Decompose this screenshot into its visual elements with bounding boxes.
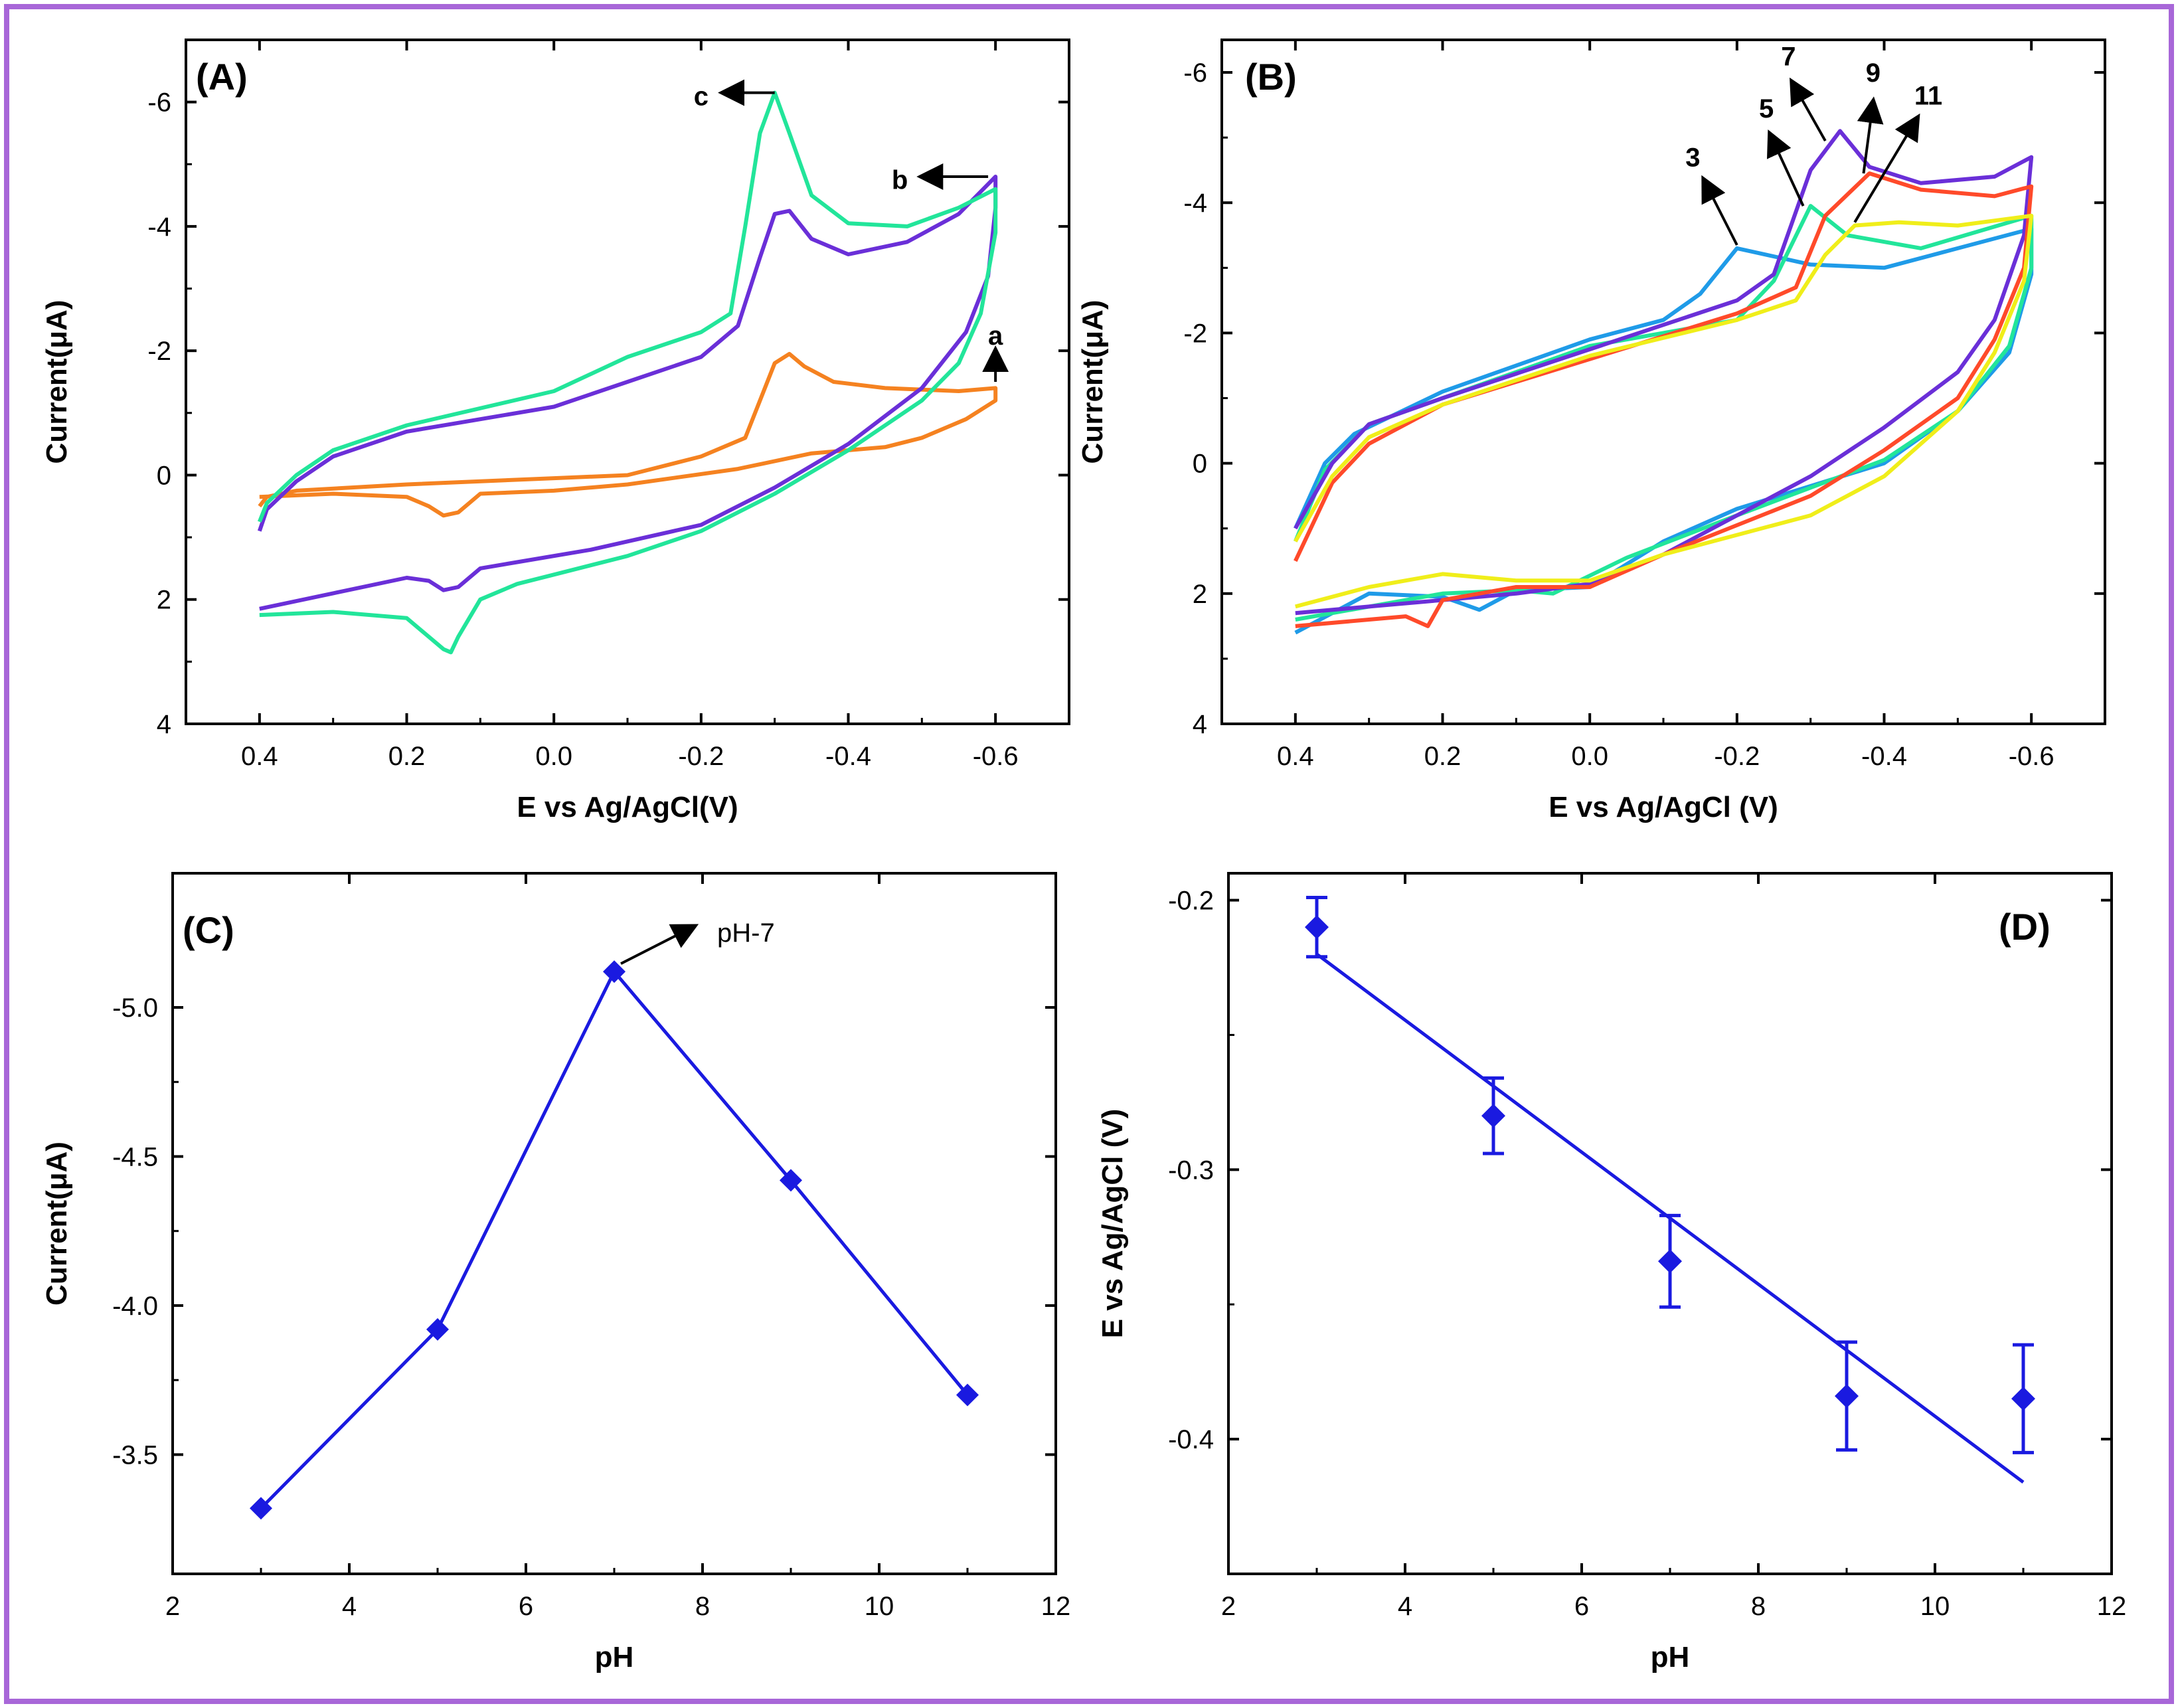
cv-curve-ph-3 [1294,226,2034,635]
y-tick-label: 0 [1193,450,1207,479]
data-point-diamond [603,960,626,983]
data-point-diamond [1835,1384,1859,1409]
x-tick-label: -0.4 [825,742,871,771]
x-tick-label: 8 [1751,1592,1766,1621]
x-tick-label: 0.0 [1571,742,1608,771]
panel-a-chart: 0.4 0.2 0.0 -0.2 -0.4 -0.6 -6 -4 -2 0 2 4 E vs Ag/Ag… [41,39,1070,823]
panel-label: (A) [196,56,248,98]
panel-label: (B) [1245,56,1297,98]
panel-c-chart: 2 4 6 8 10 12 -3.5 -4.0 -4.5 -5.0 pH Current(μA) (C)… [41,872,1071,1673]
x-tick-label: 0.0 [535,742,572,771]
curve-label-b: b [892,166,908,195]
y-tick-label: -0.3 [1168,1155,1214,1185]
x-tick-label: -0.4 [1861,742,1907,771]
x-tick-label: 10 [1920,1592,1950,1621]
y-tick-label: -5.0 [112,993,158,1023]
y-tick-label: -0.2 [1168,887,1214,916]
data-point-diamond [956,1383,979,1407]
y-tick-label: 4 [157,710,171,739]
x-axis-label: E vs Ag/AgCl (V) [1549,791,1778,823]
curve-label-ph-11: 11 [1914,81,1942,110]
curve-label-ph-3: 3 [1685,143,1700,173]
x-tick-label: -0.6 [973,742,1019,771]
cv-curve-b [257,175,998,611]
panel-label: (C) [183,909,234,951]
panel-d-chart: 2 4 6 8 10 12 -0.2 -0.3 -0.4 pH E vs Ag/AgCl (V) (D… [1096,872,2127,1673]
y-tick-label: -6 [147,88,171,118]
annotation-arrow [1766,129,1805,207]
y-tick-label: -4 [1183,189,1207,218]
x-tick-label: -0.6 [2009,742,2054,771]
y-axis-label: Current(μA) [1076,300,1109,464]
data-point-diamond [250,1497,272,1520]
y-tick-label: -4.0 [112,1292,158,1321]
curve-label-ph-9: 9 [1866,58,1881,88]
annotation-arrow [1790,77,1827,142]
annotation-arrow [620,924,699,965]
x-tick-label: 12 [1041,1592,1071,1621]
x-axis-label: pH [595,1641,634,1673]
annotation-arrow [1857,96,1884,174]
y-axis-label: Current(μA) [41,300,73,464]
y-tick-label: -2 [1183,319,1207,348]
data-point-diamond [1481,1104,1505,1128]
panel-b-chart: 0.4 0.2 0.0 -0.2 -0.4 -0.6 -6 -4 -2 0 2 4 E vs Ag/Ag… [1076,39,2106,823]
data-point-diamond [2011,1387,2035,1411]
x-tick-label: 6 [1574,1592,1589,1621]
x-tick-label: -0.2 [1714,742,1760,771]
y-tick-label: 2 [157,586,171,615]
y-tick-label: -6 [1183,58,1207,88]
outer-border [4,4,2174,1704]
data-point-diamond [1658,1249,1682,1274]
data-point-diamond [780,1169,802,1192]
x-tick-label: 0.4 [241,742,278,771]
x-tick-label: 2 [165,1592,180,1621]
x-tick-label: 8 [695,1592,710,1621]
y-tick-label: -2 [147,337,171,366]
cv-curve-ph-11 [1294,213,2034,609]
y-tick-label: -0.4 [1168,1425,1214,1454]
x-tick-label: 10 [865,1592,894,1621]
x-tick-label: 2 [1221,1592,1236,1621]
y-tick-label: 0 [157,461,171,490]
cv-curve-a [258,351,998,518]
curve-label-ph-5: 5 [1759,94,1774,124]
x-tick-label: 4 [1398,1592,1412,1621]
x-axis-label: pH [1651,1641,1690,1673]
y-axis-label: E vs Ag/AgCl (V) [1096,1109,1129,1339]
y-tick-label: -3.5 [112,1440,158,1470]
series-line [260,968,969,1509]
x-tick-label: 0.2 [1424,742,1462,771]
y-axis-label: Current(μA) [41,1142,73,1306]
cv-curve-c [258,90,998,655]
data-point-diamond [1305,915,1329,940]
x-tick-label: 12 [2097,1592,2127,1621]
x-tick-label: 0.2 [388,742,426,771]
y-tick-label: 4 [1193,710,1207,739]
annotation-arrow [1701,175,1738,246]
y-tick-label: -4.5 [112,1142,158,1171]
data-point-diamond [426,1318,449,1341]
x-tick-label: 0.4 [1277,742,1314,771]
annotation-arrow [1853,113,1920,223]
panel-label: (D) [1999,906,2051,948]
curve-label-a: a [988,321,1003,351]
curve-label-ph-7: 7 [1781,43,1796,72]
x-tick-label: -0.2 [678,742,724,771]
peak-annotation: pH-7 [717,918,775,948]
x-tick-label: 6 [519,1592,533,1621]
y-tick-label: -4 [147,213,171,242]
x-axis-label: E vs Ag/AgCl(V) [517,791,738,823]
curve-label-c: c [694,82,709,111]
x-tick-label: 4 [342,1592,357,1621]
y-tick-label: 2 [1193,580,1207,609]
